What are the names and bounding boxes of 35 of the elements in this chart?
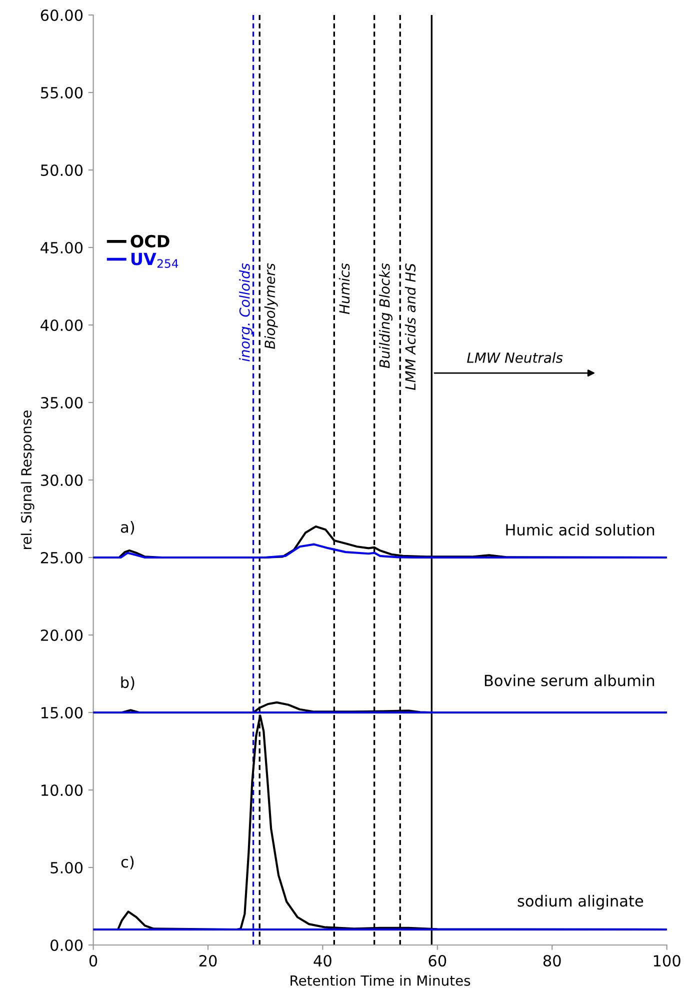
annotation: Humic acid solution: [506, 524, 654, 536]
x-tick-label: 0: [89, 954, 98, 967]
y-tick-label: 25.00: [40, 552, 83, 564]
x-tick-label: 60: [428, 954, 446, 967]
x-axis-title: Retention Time in Minutes: [290, 975, 470, 986]
ref-line-label: inorg. Colloids: [239, 263, 253, 362]
ref-line-label: Humics: [338, 263, 350, 314]
y-tick-label: 0.00: [50, 939, 83, 952]
y-tick-label: 50.00: [41, 164, 83, 176]
x-tick-label: 100: [654, 954, 680, 967]
y-tick-label: 30.00: [40, 474, 83, 486]
annotation: b): [121, 676, 134, 690]
x-tick-label: 80: [543, 954, 561, 967]
y-tick-label: 55.00: [41, 86, 83, 99]
annotation: Bovine serum albumin: [484, 674, 654, 686]
y-tick-label: 15.00: [42, 706, 83, 719]
ref-line-label: LMM Acids and HS: [404, 263, 416, 390]
legend-label: OCD: [130, 234, 170, 248]
y-tick-label: 45.00: [40, 242, 83, 254]
y-tick-label: 40.00: [40, 319, 83, 332]
x-tick-label: 20: [199, 954, 217, 967]
annotation: LMW Neutrals: [467, 352, 563, 363]
ref-line-label: Building Blocks: [379, 263, 393, 368]
y-tick-label: 10.00: [42, 784, 83, 796]
y-axis-title: rel. Signal Response: [20, 410, 34, 549]
x-tick-label: 40: [314, 954, 332, 967]
legend-label: UV$_{254}$: [131, 252, 178, 268]
annotation: a): [120, 521, 134, 535]
y-tick-label: 5.00: [50, 862, 83, 874]
annotation: c): [121, 856, 134, 870]
ref-line-label: Biopolymers: [264, 263, 278, 349]
y-tick-label: 35.00: [40, 396, 83, 409]
y-tick-label: 60.00: [40, 9, 83, 22]
annotation: sodium aliginate: [518, 894, 644, 910]
y-tick-label: 20.00: [40, 629, 83, 642]
